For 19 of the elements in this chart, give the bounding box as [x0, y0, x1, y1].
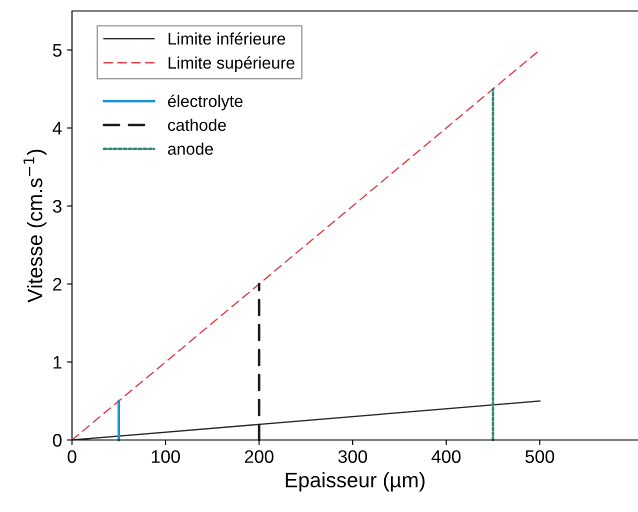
y-axis-title: Vitesse (cm.s$^{−1}$)	[24, 150, 46, 303]
y-tick-label: 3	[52, 200, 62, 213]
x-tick-label: 400	[432, 450, 461, 463]
y-tick-label: 4	[52, 122, 62, 135]
x-tick-label: 100	[152, 450, 180, 463]
x-tick-label: 200	[244, 450, 274, 463]
x-tick-label: 500	[525, 450, 554, 463]
legend-label: cathode	[168, 118, 226, 131]
y-tick-label: 0	[52, 434, 62, 447]
legend-label: Limite supérieure	[168, 56, 294, 72]
y-tick-label: 2	[53, 278, 62, 291]
y-tick-label: 5	[52, 44, 62, 57]
x-axis-title: Epaisseur (µm)	[286, 472, 425, 492]
legend-label: anode	[168, 142, 213, 155]
legend-label: électrolyte	[168, 94, 243, 110]
x-tick-label: 300	[338, 450, 368, 463]
x-tick-label: 0	[68, 450, 76, 463]
legend-label: Limite inférieure	[168, 32, 286, 45]
y-tick-label: 1	[54, 356, 62, 369]
